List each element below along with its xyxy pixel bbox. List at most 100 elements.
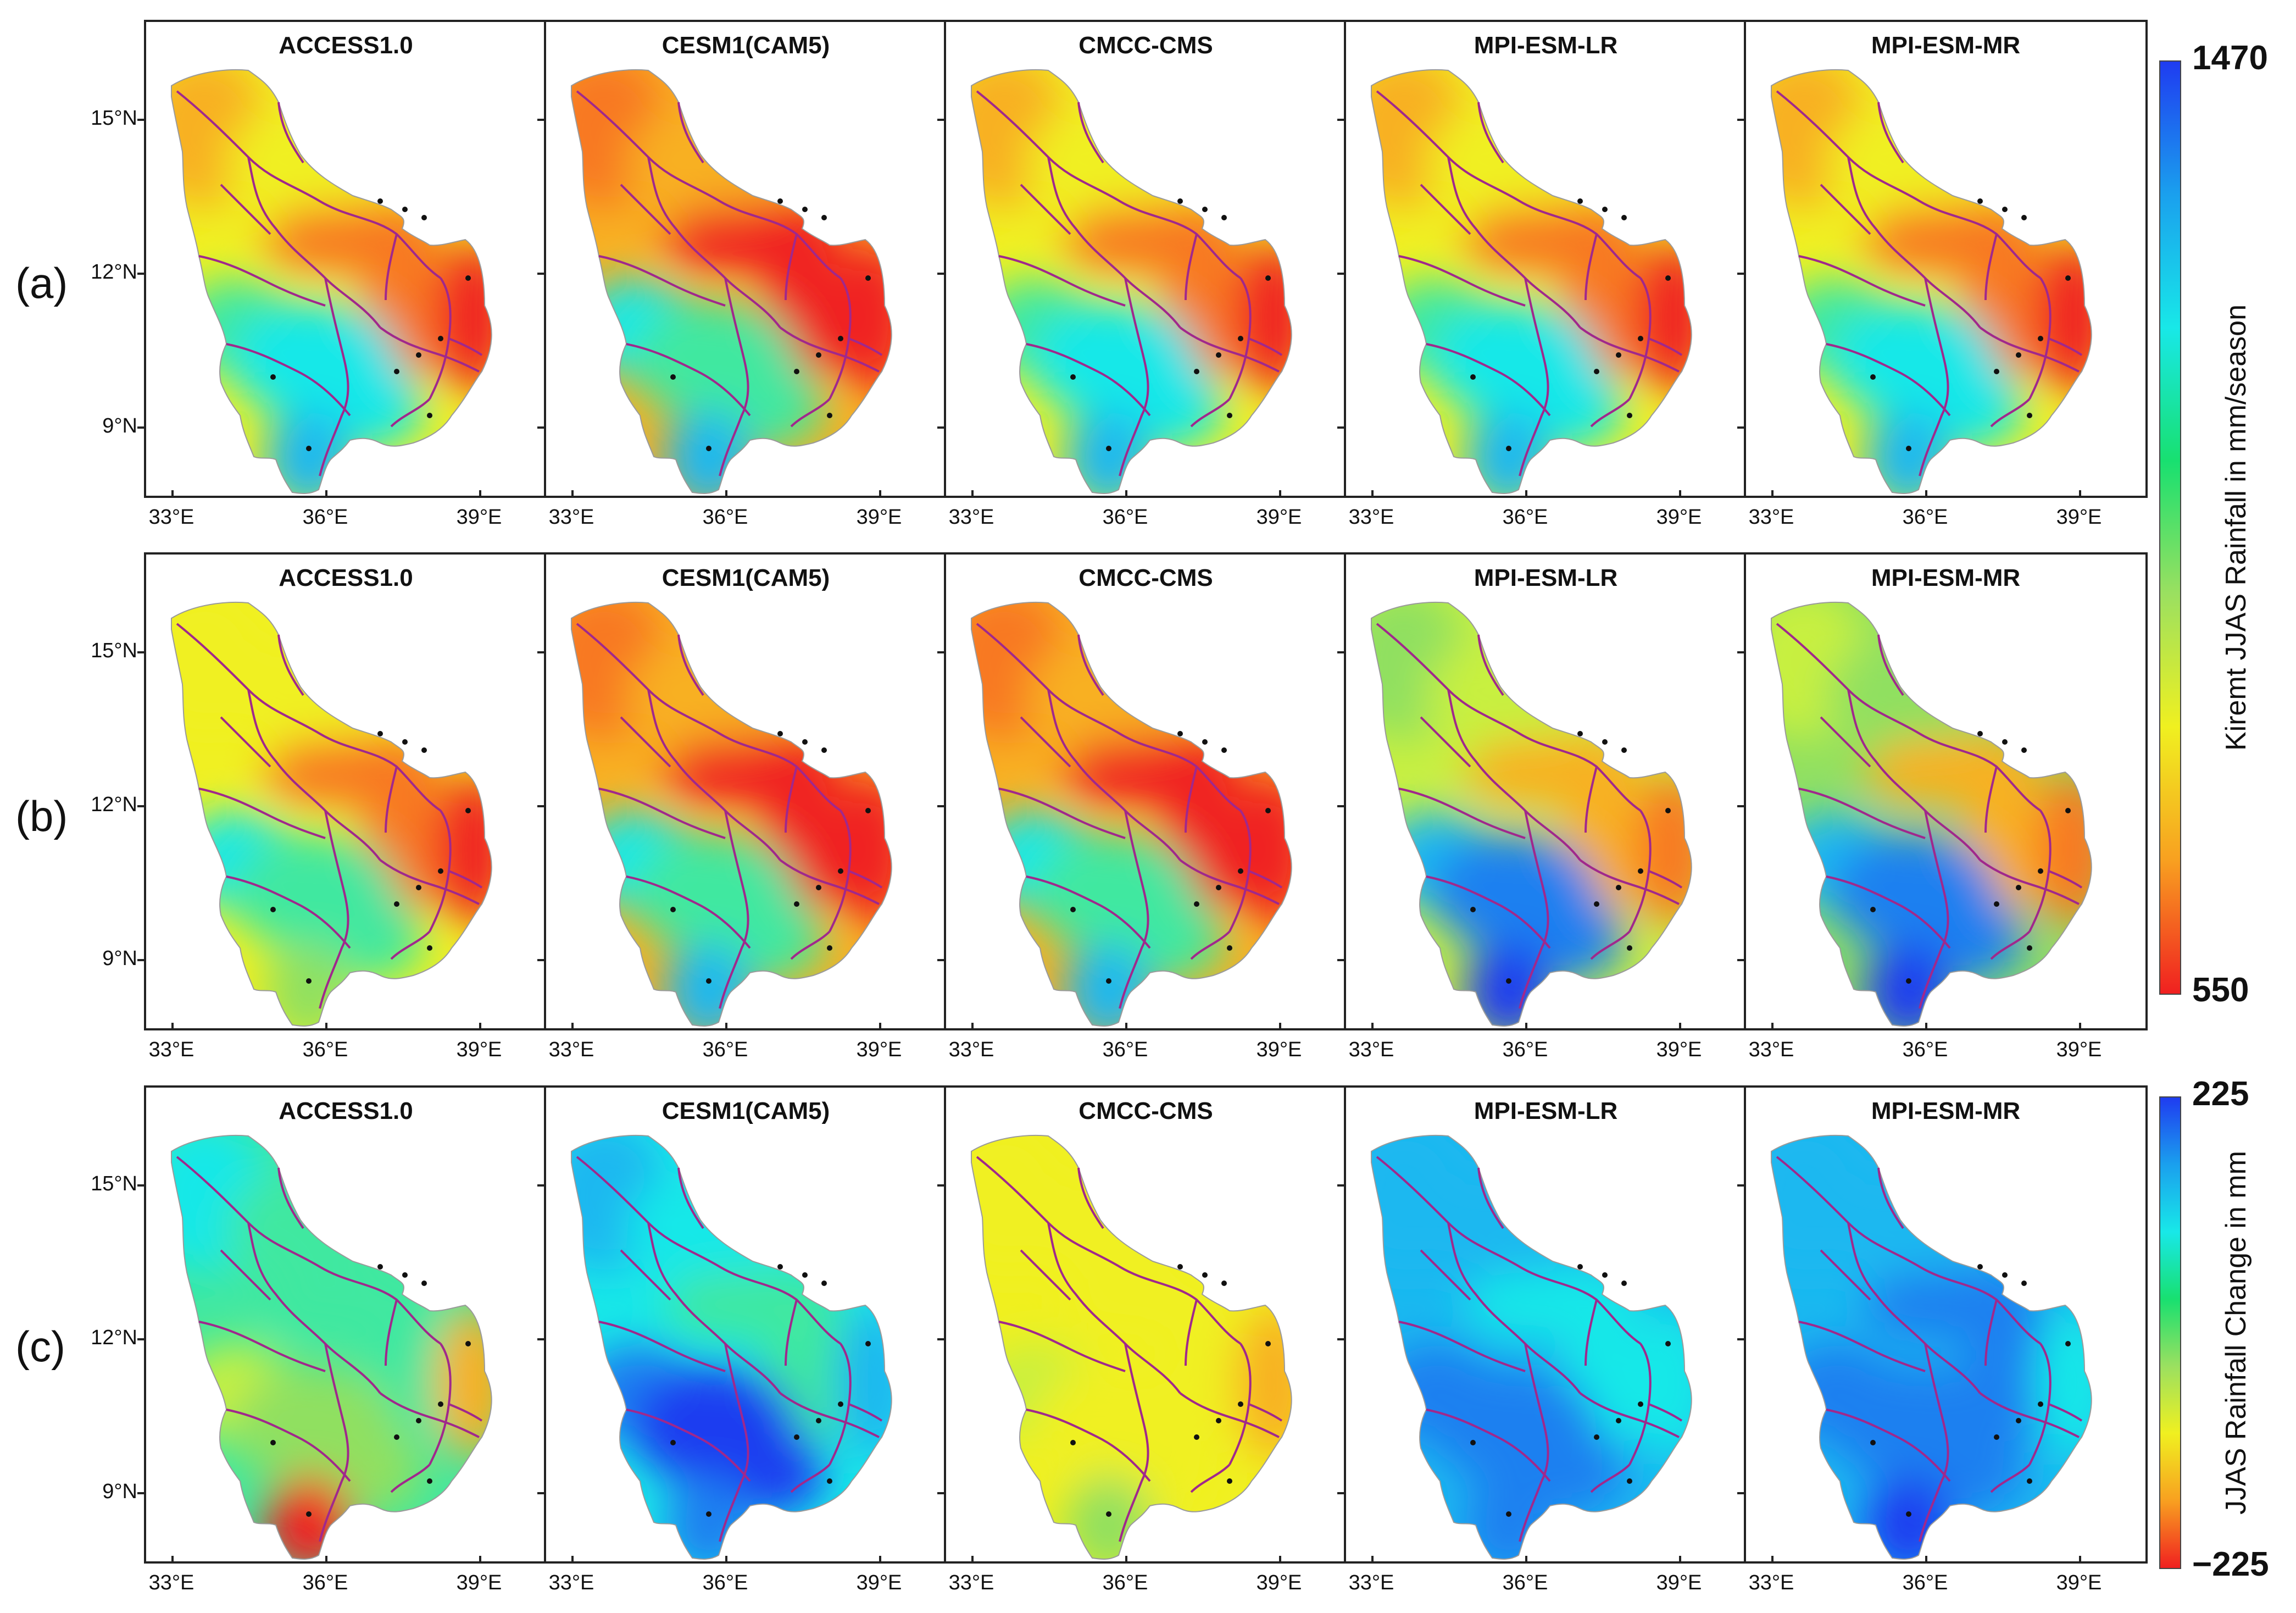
x-tick <box>1771 490 1774 498</box>
y-tick <box>937 805 945 807</box>
x-tick-label: 39°E <box>1656 506 1702 529</box>
river-line <box>1847 689 1981 861</box>
basin-map <box>971 1134 1292 1560</box>
colorbar-max-label: 1470 <box>2192 39 2268 77</box>
y-tick <box>1737 651 1745 653</box>
station-marker <box>1221 215 1227 220</box>
river-line <box>1077 634 1104 696</box>
station-marker <box>838 336 843 341</box>
y-tick <box>937 1492 945 1494</box>
x-tick-label: 33°E <box>548 1038 594 1061</box>
station-marker <box>821 215 827 220</box>
basin-map <box>171 601 492 1027</box>
river-line <box>448 337 483 356</box>
river-line <box>2048 1403 2083 1422</box>
river-line <box>247 689 381 861</box>
station-marker <box>1616 1418 1621 1423</box>
station-marker <box>1194 1434 1199 1440</box>
station-marker <box>865 808 871 813</box>
station-marker <box>270 907 276 912</box>
river-line <box>576 623 842 812</box>
river-line <box>1077 102 1104 164</box>
river-line <box>277 1167 304 1229</box>
x-tick-label: 39°E <box>856 1038 902 1061</box>
station-marker <box>1627 413 1632 418</box>
x-tick-label: 36°E <box>1102 1571 1148 1594</box>
station-marker <box>802 1272 808 1278</box>
river-line <box>1979 859 2080 905</box>
station-marker <box>1265 275 1271 281</box>
station-marker <box>465 808 471 813</box>
station-marker <box>2021 215 2027 220</box>
station-marker <box>1227 1478 1232 1484</box>
x-tick-label: 39°E <box>456 1038 502 1061</box>
x-tick-label: 33°E <box>1348 506 1394 529</box>
station-marker <box>794 369 799 374</box>
station-marker <box>427 945 432 951</box>
river-line <box>620 1249 671 1301</box>
station-marker <box>402 207 408 212</box>
x-tick-label: 39°E <box>1656 1038 1702 1061</box>
river-line <box>1648 337 1683 356</box>
station-marker <box>421 215 427 220</box>
x-tick-label: 33°E <box>1748 1571 1794 1594</box>
station-marker <box>1470 374 1476 380</box>
x-tick-label: 33°E <box>1748 506 1794 529</box>
station-marker <box>1638 1401 1643 1407</box>
river-line <box>1179 326 1280 373</box>
x-tick <box>1525 490 1527 498</box>
x-tick <box>1371 1556 1374 1564</box>
y-tick <box>137 273 145 275</box>
station-marker <box>1227 945 1232 951</box>
map-panel: CMCC-CMS 33°E 36°E 39°E <box>937 1085 1348 1594</box>
station-marker <box>1577 731 1583 736</box>
river-line <box>1420 184 1471 235</box>
x-tick <box>2079 1023 2081 1030</box>
y-tick <box>137 1492 145 1494</box>
y-tick <box>137 426 145 429</box>
river-line <box>719 278 749 476</box>
river-line <box>390 398 431 428</box>
station-marker <box>1906 1511 1911 1517</box>
river-line <box>1190 398 1231 428</box>
y-tick <box>1337 1184 1345 1187</box>
station-marker <box>421 747 427 753</box>
x-tick-label: 39°E <box>1256 506 1302 529</box>
river-line <box>1398 1321 1526 1372</box>
station-marker <box>377 198 383 204</box>
river-line <box>1047 1222 1181 1394</box>
x-tick <box>325 490 327 498</box>
panel-title: ACCESS1.0 <box>279 32 413 59</box>
station-marker <box>1994 901 1999 907</box>
map-panel: CESM1(CAM5) 33°E 36°E 39°E <box>537 1085 948 1594</box>
station-marker <box>1202 739 1208 745</box>
river-line <box>1519 278 1549 476</box>
y-tick <box>1337 426 1345 429</box>
station-marker <box>1994 369 1999 374</box>
river-line <box>247 157 381 329</box>
station-marker <box>465 1341 471 1346</box>
x-tick <box>1925 1023 1927 1030</box>
river-line <box>1185 766 1198 833</box>
river-line <box>1020 716 1071 768</box>
x-tick <box>725 1023 727 1030</box>
basin-map <box>1771 69 2092 494</box>
station-marker <box>1221 747 1227 753</box>
station-marker <box>1627 1478 1632 1484</box>
x-tick-label: 33°E <box>948 1571 994 1594</box>
colorbar-max-label: 225 <box>2192 1075 2249 1113</box>
panel-title: MPI-ESM-LR <box>1474 564 1618 591</box>
station-marker <box>438 1401 443 1407</box>
river-line <box>647 157 781 329</box>
y-tick <box>1337 1338 1345 1340</box>
station-marker <box>838 1401 843 1407</box>
y-tick <box>537 651 545 653</box>
river-line <box>1648 1403 1683 1422</box>
station-marker <box>2021 1281 2027 1286</box>
river-line <box>677 634 704 696</box>
river-line <box>1776 1156 2042 1345</box>
x-tick-label: 36°E <box>1902 1571 1948 1594</box>
station-marker <box>438 868 443 874</box>
map-panel: MPI-ESM-MR 33°E 36°E 39°E <box>1737 552 2148 1061</box>
station-marker <box>816 352 821 358</box>
